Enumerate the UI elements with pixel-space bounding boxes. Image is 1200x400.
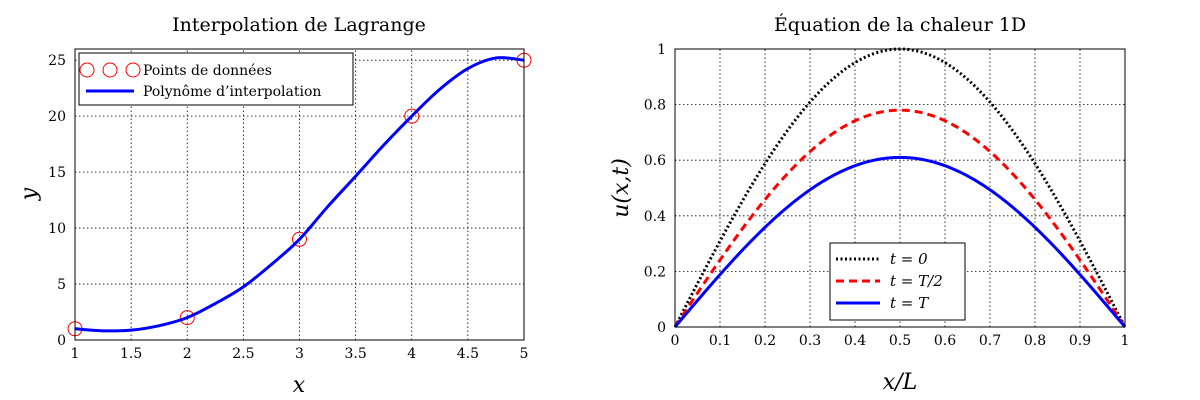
legend-box [78,52,354,106]
x-tick-label: 0.2 [754,333,776,349]
y-tick-label: 5 [57,277,66,293]
x-tick-label: 1.5 [120,346,142,362]
y-tick-label: 0.6 [644,153,666,169]
legend-label-tT: t = T [890,294,929,312]
y-tick-label: 0.2 [644,264,666,280]
x-tick-label: 0.7 [979,333,1001,349]
series-line-1 [673,108,1127,328]
x-tick-label: 4.5 [457,346,479,362]
chart-lagrange: Interpolation de Lagrange 1 1.5 2 2.5 3 3.5 4 4… [17,14,532,398]
chart-title: Interpolation de Lagrange [172,14,426,36]
x-axis-label: x/L [883,370,917,395]
x-tick-label: 0.1 [709,333,731,349]
y-axis-label: u(x,t) [609,158,634,218]
y-tick-label: 0.8 [644,98,666,114]
data-point-marker [404,108,420,124]
x-tick-label: 0.8 [1024,333,1046,349]
legend-marker-circles [79,62,141,78]
legend-label-t0: t = 0 [890,250,928,268]
x-tick-label: 3.5 [344,346,366,362]
x-tick-label: 0.5 [889,333,911,349]
x-tick-label: 0.6 [934,333,956,349]
legend-marker-circle [79,62,95,78]
x-tick-label: 0 [671,333,680,349]
y-tick-label: 25 [48,53,66,69]
data-point-marker [179,310,195,326]
plot-frame [74,48,525,341]
chart-title: Équation de la chaleur 1D [774,13,1026,36]
legend-label-polynomial: Polynôme d’interpolation [143,84,321,100]
series-line-1 [74,56,525,333]
legend-marker-circle [102,62,118,78]
x-tick-label: 2.5 [232,346,254,362]
plot-frame [674,48,1126,328]
tick-labels: 0 0.1 0.2 0.3 0.4 0.5 0.6 0.7 0.8 0.9 1 0 0.2 0.4 0.6 0… [644,42,1130,349]
x-tick-label: 2 [183,346,192,362]
x-axis-label: x [293,373,306,398]
legend-label-t-half: t = T/2 [890,272,943,290]
x-tick-label: 5 [520,346,529,362]
x-tick-label: 1 [1121,333,1130,349]
y-tick-label: 0 [57,333,66,349]
chart-heat-equation: Équation de la chaleur 1D 0 0.1 0.2 0.3 0.4 0… [609,13,1129,395]
legend: Points de données Polynôme d’interpolati… [78,52,354,106]
y-tick-label: 1 [657,42,666,58]
x-tick-label: 1 [71,346,80,362]
y-tick-label: 10 [48,221,66,237]
y-tick-label: 0 [657,320,666,336]
legend-label-points: Points de données [143,63,272,79]
legend: t = 0 t = T/2 t = T [829,242,966,321]
legend-marker-circle [125,62,141,78]
data-point-marker [292,231,307,247]
series-line-2 [673,155,1127,328]
x-tick-label: 3 [295,346,304,362]
y-tick-label: 0.4 [644,209,666,225]
y-axis-label: y [17,187,42,201]
tick-labels: 1 1.5 2 2.5 3 3.5 4 4.5 5 0 5 10 15 20 25 [48,53,528,362]
x-tick-label: 0.4 [844,333,866,349]
x-tick-label: 4 [407,346,416,362]
x-tick-label: 0.3 [799,333,821,349]
y-tick-label: 15 [48,165,66,181]
x-tick-label: 0.9 [1069,333,1091,349]
y-tick-label: 20 [48,109,66,125]
